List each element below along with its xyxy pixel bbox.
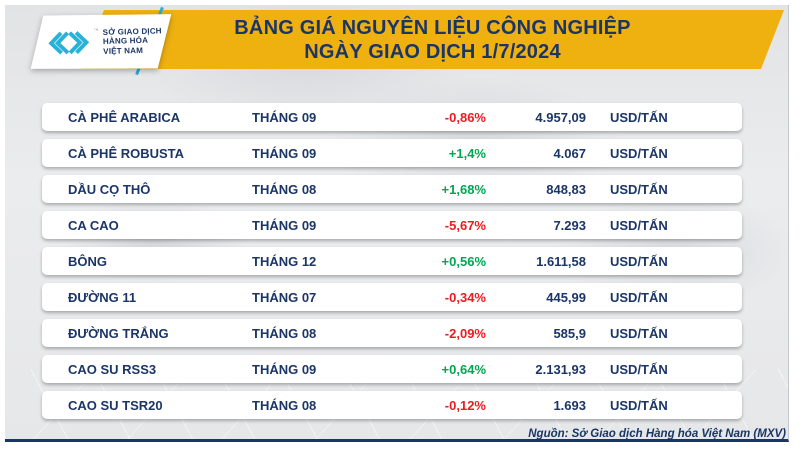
logo-line-3: VIỆT NAM <box>103 45 144 56</box>
price-unit: USD/TẤN <box>610 253 668 269</box>
price-unit: USD/TẤN <box>610 217 668 233</box>
commodity-name: CAO SU RSS3 <box>68 361 157 377</box>
table-row: CÀ PHÊ ROBUSTA THÁNG 09 +1,4% 4.067 USD/… <box>42 139 742 167</box>
price-value: 2.131,93 <box>535 361 586 377</box>
commodity-name: ĐƯỜNG 11 <box>68 289 137 305</box>
change-percent: +1,68% <box>441 181 486 197</box>
contract-month: THÁNG 09 <box>252 145 317 161</box>
contract-month: THÁNG 08 <box>252 397 317 413</box>
change-percent: -0,86% <box>444 109 486 125</box>
change-percent: -0,12% <box>444 397 486 413</box>
board-subtitle-trading-date: NGÀY GIAO DỊCH 1/7/2024 <box>304 40 561 63</box>
contract-month: THÁNG 08 <box>252 181 317 197</box>
table-row: CAO SU RSS3 THÁNG 09 +0,64% 2.131,93 USD… <box>42 355 742 383</box>
commodity-name: BÔNG <box>68 253 107 269</box>
table-row: BÔNG THÁNG 12 +0,56% 1.611,58 USD/TẤN <box>42 247 742 275</box>
change-percent: +1,4% <box>448 145 486 161</box>
change-percent: +0,64% <box>441 361 486 377</box>
price-unit: USD/TẤN <box>610 325 668 341</box>
table-row: CAO SU TSR20 THÁNG 08 -0,12% 1.693 USD/T… <box>42 391 742 419</box>
price-value: 7.293 <box>553 217 586 233</box>
trademark-symbol: ™ <box>93 28 99 35</box>
commodity-name: CA CAO <box>68 217 119 233</box>
change-percent: +0,56% <box>441 253 486 269</box>
price-unit: USD/TẤN <box>610 361 668 377</box>
price-unit: USD/TẤN <box>610 181 668 197</box>
table-row: ĐƯỜNG TRẮNG THÁNG 08 -2,09% 585,9 USD/TẤ… <box>42 319 742 347</box>
price-value: 4.067 <box>553 145 586 161</box>
price-table: CÀ PHÊ ARABICA THÁNG 09 -0,86% 4.957,09 … <box>42 103 742 427</box>
contract-month: THÁNG 08 <box>252 325 317 341</box>
price-value: 1.693 <box>553 397 586 413</box>
table-row: CÀ PHÊ ARABICA THÁNG 09 -0,86% 4.957,09 … <box>42 103 742 131</box>
contract-month: THÁNG 09 <box>252 109 317 125</box>
mxv-logo: ™ SỞ GIAO DỊCH HÀNG HÓA VIỆT NAM <box>30 14 172 70</box>
contract-month: THÁNG 09 <box>252 217 317 233</box>
price-value: 585,9 <box>553 325 586 341</box>
price-value: 445,99 <box>546 289 586 305</box>
contract-month: THÁNG 07 <box>252 289 317 305</box>
commodity-name: DẦU CỌ THÔ <box>68 181 151 197</box>
change-percent: -0,34% <box>444 289 486 305</box>
price-unit: USD/TẤN <box>610 145 668 161</box>
commodity-name: CÀ PHÊ ROBUSTA <box>68 145 185 161</box>
mxv-chevrons-icon <box>44 28 91 57</box>
table-row: ĐƯỜNG 11 THÁNG 07 -0,34% 445,99 USD/TẤN <box>42 283 742 311</box>
price-value: 1.611,58 <box>536 253 586 269</box>
commodity-name: CAO SU TSR20 <box>68 397 163 413</box>
price-value: 4.957,09 <box>535 109 586 125</box>
price-unit: USD/TẤN <box>610 397 668 413</box>
price-unit: USD/TẤN <box>610 109 668 125</box>
source-note: Nguồn: Sở Giao dịch Hàng hóa Việt Nam (M… <box>528 428 786 440</box>
contract-month: THÁNG 12 <box>252 253 317 269</box>
price-board-panel: BẢNG GIÁ NGUYÊN LIỆU CÔNG NGHIỆP NGÀY GI… <box>5 5 789 442</box>
commodity-name: ĐƯỜNG TRẮNG <box>68 325 169 341</box>
contract-month: THÁNG 09 <box>252 361 317 377</box>
board-title: BẢNG GIÁ NGUYÊN LIỆU CÔNG NGHIỆP <box>234 16 631 39</box>
title-banner: BẢNG GIÁ NGUYÊN LIỆU CÔNG NGHIỆP NGÀY GI… <box>81 10 784 69</box>
change-percent: -5,67% <box>444 217 486 233</box>
price-value: 848,83 <box>546 181 586 197</box>
table-row: CA CAO THÁNG 09 -5,67% 7.293 USD/TẤN <box>42 211 742 239</box>
logo-wordmark: SỞ GIAO DỊCH HÀNG HÓA VIỆT NAM <box>103 26 163 56</box>
table-row: DẦU CỌ THÔ THÁNG 08 +1,68% 848,83 USD/TẤ… <box>42 175 742 203</box>
mxv-logo-card: ™ SỞ GIAO DỊCH HÀNG HÓA VIỆT NAM <box>29 12 172 72</box>
commodity-name: CÀ PHÊ ARABICA <box>68 109 181 125</box>
price-unit: USD/TẤN <box>610 289 668 305</box>
change-percent: -2,09% <box>444 325 486 341</box>
